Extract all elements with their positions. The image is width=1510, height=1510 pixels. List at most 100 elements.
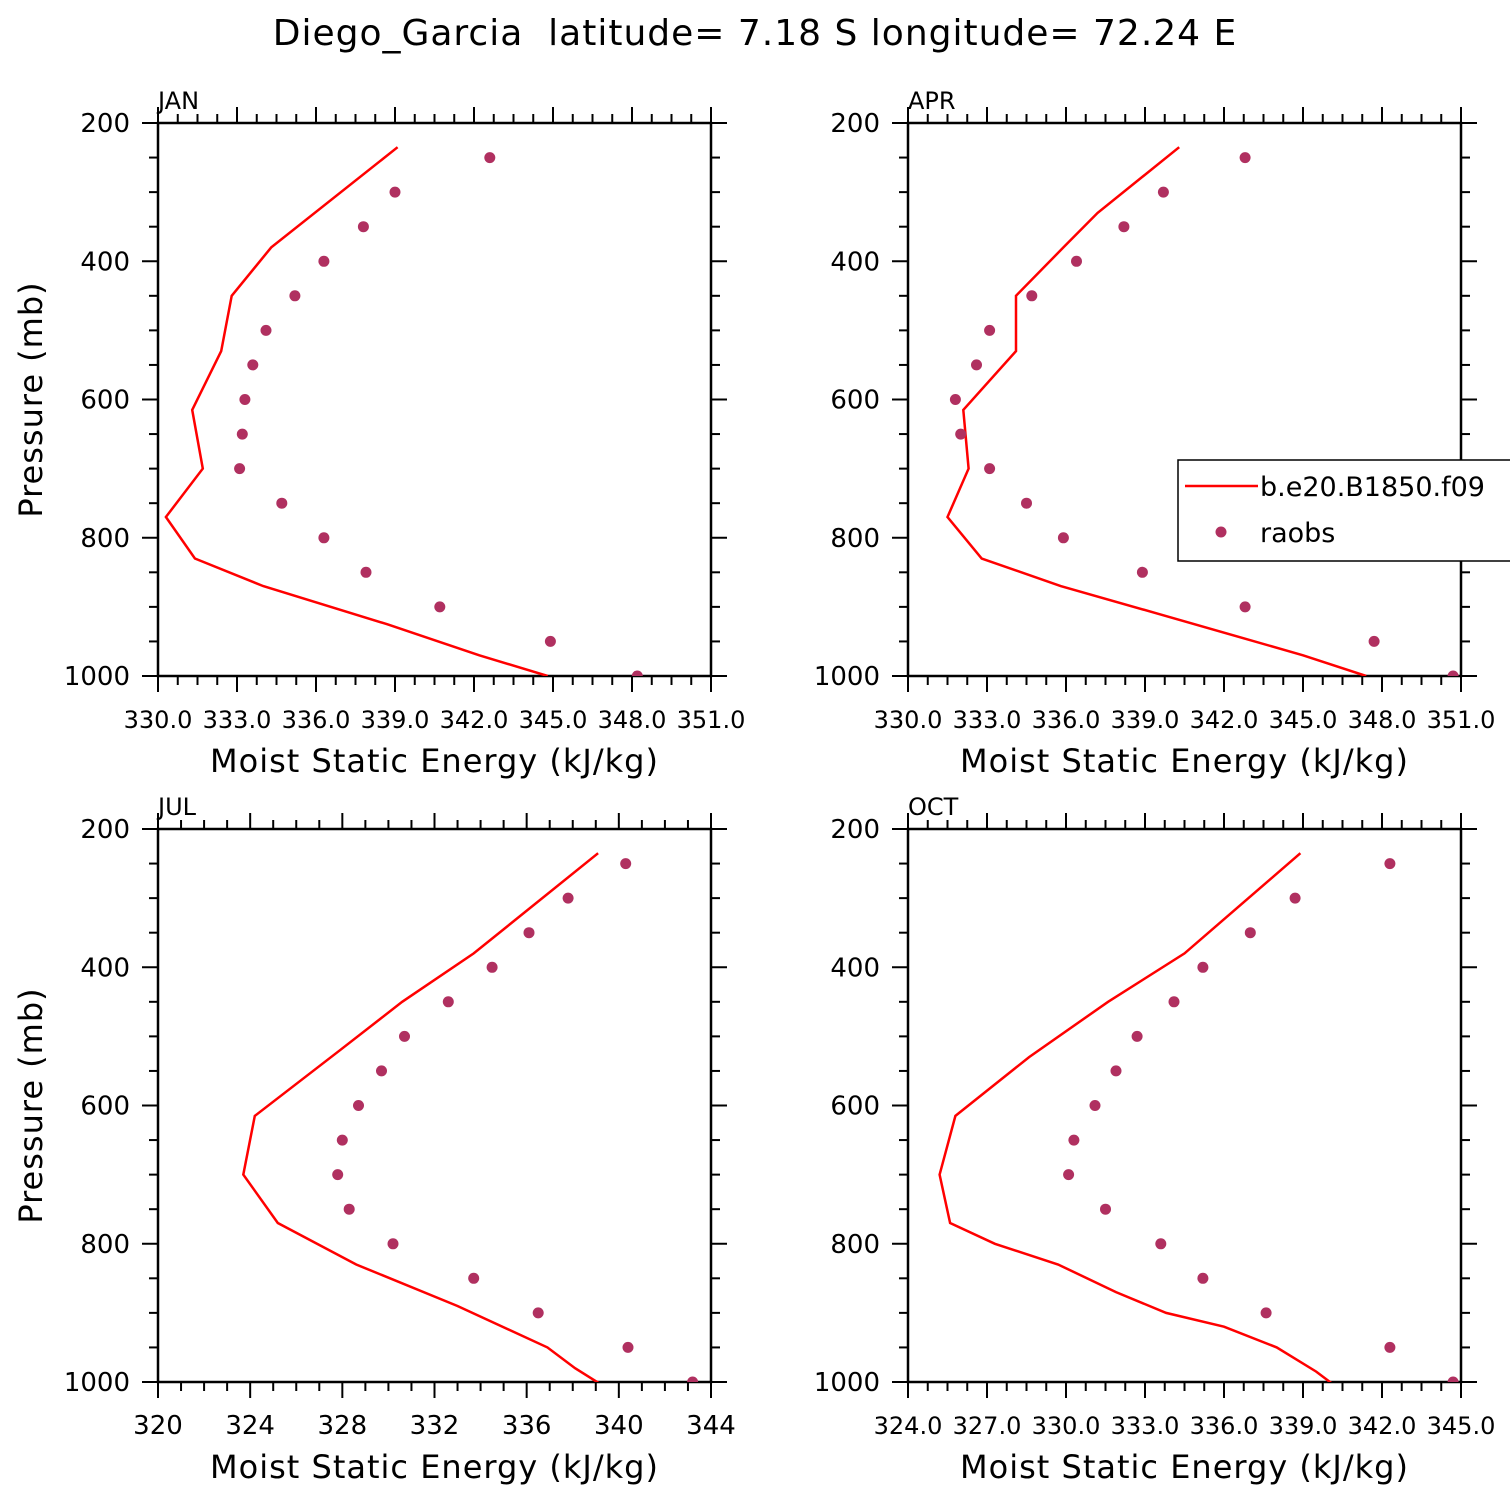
- obs-point: [1089, 1100, 1101, 1111]
- obs-point: [1197, 1272, 1209, 1284]
- x-tick-label: 333.0: [203, 706, 272, 734]
- obs-point: [360, 566, 372, 578]
- x-axis-label: Moist Static Energy (kJ/kg): [210, 742, 659, 780]
- x-tick-label: 345.0: [519, 706, 588, 734]
- x-axis-label: Moist Static Energy (kJ/kg): [210, 1448, 659, 1486]
- obs-point: [1197, 961, 1209, 973]
- obs-point: [318, 532, 330, 544]
- x-tick-label: 336.0: [1190, 1412, 1259, 1440]
- x-tick-label: 333.0: [1111, 1412, 1180, 1440]
- x-tick-label: 336: [502, 1411, 552, 1441]
- legend-obs-label: raobs: [1260, 518, 1335, 549]
- x-tick-label: 342.0: [1348, 1412, 1417, 1440]
- x-tick-label: 330.0: [1032, 1412, 1101, 1440]
- model-line: [938, 852, 1333, 1382]
- obs-point: [1110, 1065, 1122, 1077]
- y-tick-label: 200: [80, 815, 130, 845]
- y-tick-label: 600: [830, 386, 880, 416]
- legend-model-label: b.e20.B1850.f09: [1260, 472, 1485, 503]
- y-tick-label: 1000: [814, 662, 880, 692]
- obs-point: [1136, 566, 1148, 578]
- panel-oct: OCT 200 400 600 800 1000 324.0 327.0 330.0 333.0 3…: [814, 793, 1496, 1486]
- obs-point: [247, 359, 259, 371]
- y-tick-label: 600: [80, 386, 130, 416]
- obs-point: [1289, 892, 1301, 904]
- obs-point: [1021, 497, 1032, 509]
- obs-point: [234, 463, 246, 475]
- y-tick-label: 600: [830, 1092, 880, 1122]
- obs-point: [1384, 858, 1396, 870]
- obs-point: [389, 186, 401, 198]
- obs-point: [631, 670, 643, 676]
- obs-point: [1071, 255, 1082, 267]
- x-tick-label: 342.0: [440, 706, 509, 734]
- data-layer: [946, 146, 1459, 676]
- obs-point: [544, 635, 556, 647]
- y-tick-label: 600: [80, 1092, 130, 1122]
- obs-point: [260, 324, 272, 336]
- obs-point: [620, 858, 632, 870]
- legend-box: [1177, 459, 1510, 562]
- obs-point: [523, 927, 535, 939]
- x-axis-label: Moist Static Energy (kJ/kg): [960, 1448, 1409, 1486]
- x-tick-label: 339.0: [1269, 1412, 1338, 1440]
- obs-point: [318, 255, 330, 267]
- data-layer: [938, 852, 1459, 1382]
- plot-frame: [156, 827, 713, 1384]
- x-tick-label: 336.0: [282, 706, 351, 734]
- obs-point: [343, 1203, 355, 1215]
- obs-point: [1131, 1030, 1143, 1042]
- obs-point: [387, 1238, 399, 1250]
- x-tick-label: 351.0: [1427, 706, 1496, 734]
- plot-frame: [906, 121, 1463, 678]
- panel-label: JUL: [156, 793, 197, 821]
- y-tick-label: 400: [830, 247, 880, 277]
- obs-point: [276, 497, 288, 509]
- obs-point: [336, 1134, 348, 1146]
- obs-point: [376, 1065, 387, 1077]
- obs-point: [622, 1341, 634, 1353]
- plot-frame: [906, 827, 1463, 1384]
- x-tick-label: 320: [133, 1411, 183, 1441]
- obs-point: [949, 394, 961, 405]
- panel-label: JAN: [156, 87, 199, 115]
- y-axis-label: Pressure (mb): [12, 281, 50, 517]
- y-tick-label: 1000: [64, 662, 130, 692]
- obs-point: [486, 961, 498, 973]
- model-line: [241, 852, 600, 1382]
- obs-point: [1118, 221, 1130, 233]
- obs-point: [1155, 1238, 1167, 1250]
- legend: b.e20.B1850.f09 raobs: [1177, 459, 1510, 562]
- obs-point: [434, 601, 446, 613]
- y-tick-label: 800: [830, 524, 880, 554]
- y-tick-label: 400: [80, 953, 130, 983]
- x-tick-label: 328: [318, 1411, 368, 1441]
- obs-point: [236, 428, 248, 440]
- legend-obs-marker: [1215, 526, 1227, 538]
- x-tick-label: 345.0: [1427, 1412, 1496, 1440]
- x-tick-label: 345.0: [1269, 706, 1338, 734]
- obs-point: [984, 463, 996, 475]
- y-tick-label: 200: [830, 815, 880, 845]
- obs-point: [442, 996, 454, 1008]
- obs-point: [353, 1100, 364, 1111]
- obs-point: [1026, 290, 1038, 302]
- x-tick-label: 340: [594, 1411, 644, 1441]
- obs-point: [1239, 152, 1251, 164]
- y-tick-label: 800: [830, 1230, 880, 1260]
- figure-title: Diego_Garcia latitude= 7.18 S longitude=…: [273, 13, 1238, 54]
- y-tick-label: 200: [830, 109, 880, 139]
- y-tick-label: 800: [80, 524, 130, 554]
- model-line: [164, 146, 549, 676]
- obs-point: [1260, 1307, 1272, 1319]
- obs-point: [687, 1376, 699, 1382]
- panel-jan: JAN 200 400 600 800 1000 330.0 333.0 336.0 339.0 3…: [12, 87, 745, 780]
- obs-point: [955, 428, 967, 440]
- x-tick-label: 324.0: [874, 1412, 943, 1440]
- x-tick-label: 327.0: [953, 1412, 1022, 1440]
- x-tick-label: 324: [225, 1411, 275, 1441]
- x-tick-label: 333.0: [953, 706, 1022, 734]
- obs-point: [332, 1169, 344, 1181]
